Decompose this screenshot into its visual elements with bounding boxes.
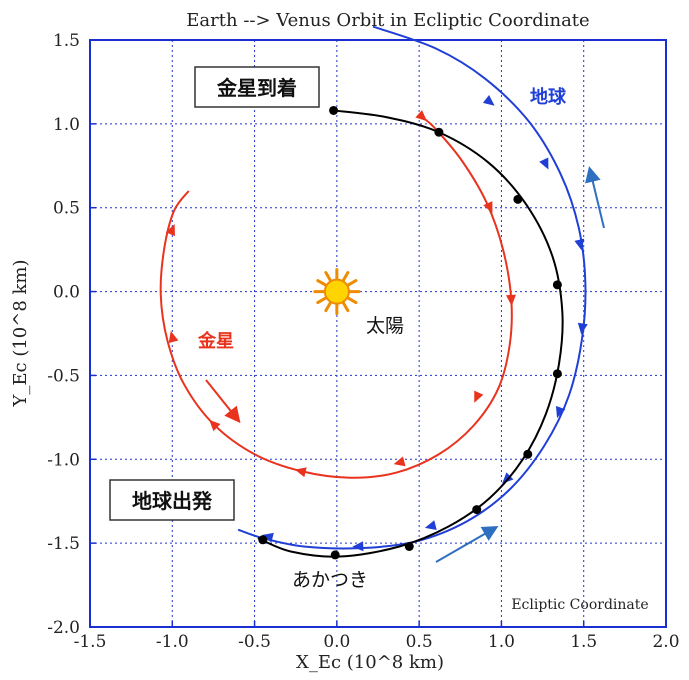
x-tick-label: -1.5 (74, 632, 107, 652)
akatsuki-marker (330, 550, 340, 560)
earth-marker (261, 532, 274, 543)
sun-ray (346, 296, 358, 305)
venus-orbit-line (159, 116, 513, 479)
departure-box (109, 479, 235, 521)
akatsuki-marker (329, 105, 339, 115)
earth-label: 地球 (530, 86, 567, 108)
y-tick-label: -2.0 (47, 618, 80, 638)
x-tick-label: -1.0 (156, 632, 189, 652)
akatsuki-marker (472, 505, 482, 515)
venus-marker (209, 419, 221, 432)
y-tick-labels: -2.0 -1.5 -1.0 -0.5 0.0 0.5 1.0 1.5 (47, 31, 80, 638)
earth-orbit-line (237, 25, 587, 550)
akatsuki-marker (513, 194, 523, 204)
venus-marker (474, 390, 484, 403)
earth-marker (352, 541, 364, 552)
arrival-box (194, 66, 320, 108)
x-tick-label: 1.5 (570, 632, 597, 652)
venus-marker (168, 331, 179, 343)
departure-label: 地球出発 (132, 489, 213, 513)
y-tick-label: 0.5 (53, 199, 80, 219)
y-tick-label: 1.5 (53, 31, 80, 51)
x-tick-label: 1.0 (488, 632, 515, 652)
y-axis-label: Y_Ec (10^8 km) (10, 259, 31, 407)
y-tick-label: -1.0 (47, 450, 80, 470)
x-axis-label: X_Ec (10^8 km) (296, 652, 444, 673)
plot-frame (89, 39, 667, 628)
y-tick-label: -0.5 (47, 366, 80, 386)
corner-label: Ecliptic Coordinate (511, 597, 648, 613)
earth-direction-arrow (585, 166, 605, 229)
x-tick-label: 2.0 (652, 632, 679, 652)
sun-label: 太陽 (366, 315, 404, 337)
y-tick-label: -1.5 (47, 534, 80, 554)
series-group (159, 25, 588, 560)
akatsuki-orbit-line (257, 109, 564, 558)
sun-ray (316, 296, 328, 305)
sun-ray (346, 279, 358, 287)
akatsuki-marker (258, 535, 268, 545)
earth-marker (555, 405, 566, 418)
earth-marker (539, 157, 549, 170)
venus-marker (165, 223, 175, 237)
x-tick-label: 0.5 (406, 632, 433, 652)
x-tick-labels: -1.5 -1.0 -0.5 0.0 0.5 1.0 1.5 2.0 (74, 632, 680, 652)
venus-marker (505, 294, 516, 306)
venus-marker (294, 467, 307, 478)
sun-ray (324, 271, 332, 282)
y-tick-label: 1.0 (53, 115, 80, 135)
earth-marker (577, 322, 588, 335)
akatsuki-marker (523, 449, 533, 459)
earth-marker (424, 520, 437, 531)
akatsuki-direction-arrow (435, 526, 499, 563)
y-tick-label: 0.0 (53, 283, 80, 303)
venus-label: 金星 (197, 330, 234, 352)
sun-ray (316, 279, 328, 287)
akatsuki-marker (404, 541, 414, 551)
x-tick-label: 0.0 (323, 632, 350, 652)
akatsuki-marker (552, 280, 562, 290)
akatsuki-label: あかつき (292, 569, 368, 591)
earth-marker (482, 95, 495, 106)
sun-ray (324, 301, 332, 313)
sun-icon (313, 268, 361, 316)
chart-title: Earth --> Venus Orbit in Ecliptic Coordi… (186, 10, 589, 31)
venus-marker (415, 110, 427, 122)
sun-disc (323, 278, 350, 305)
akatsuki-marker (434, 127, 444, 137)
sun-ray (341, 271, 350, 282)
x-tick-label: -0.5 (238, 632, 271, 652)
venus-marker (393, 456, 406, 467)
arrival-label: 金星到着 (216, 76, 297, 100)
akatsuki-marker (552, 369, 562, 379)
earth-marker (574, 238, 585, 251)
venus-direction-arrow (205, 379, 241, 424)
venus-marker (483, 201, 493, 214)
sun-ray (341, 301, 350, 313)
